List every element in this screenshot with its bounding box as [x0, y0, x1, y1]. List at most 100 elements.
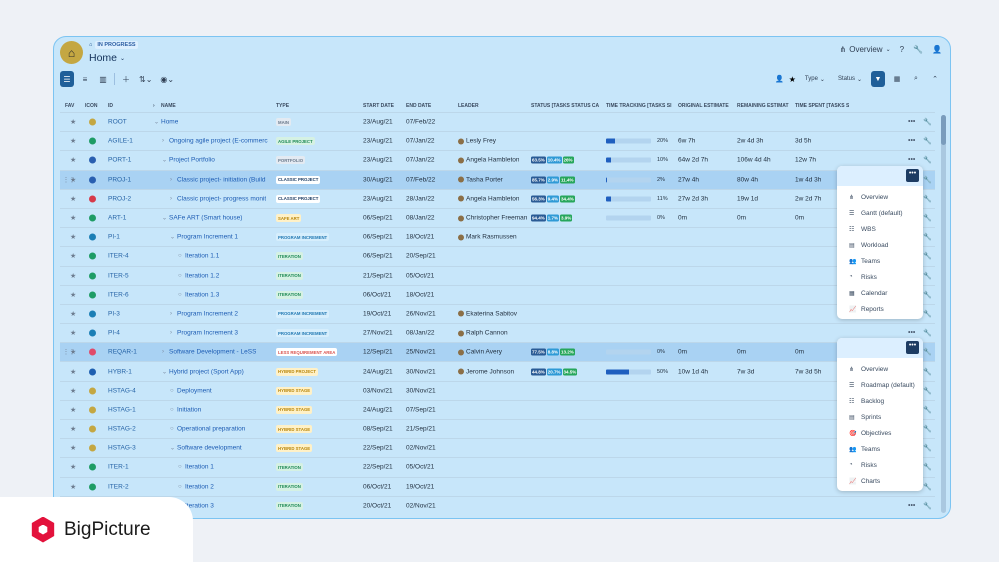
item-id[interactable]: REQAR-1: [108, 348, 137, 356]
chevron-down-icon[interactable]: ⌄: [162, 157, 168, 164]
wrench-icon[interactable]: 🔧: [923, 406, 932, 414]
table-row[interactable]: ⋮⋮ ★ REQAR-1 › Software Development - LeSS LE…: [60, 342, 935, 362]
type-filter[interactable]: Type ⌄: [804, 76, 825, 83]
view-switcher[interactable]: ⋔ Overview ⌄: [840, 45, 891, 54]
chevron-right-icon[interactable]: ›: [170, 195, 172, 202]
drag-handle-icon[interactable]: ⋮⋮: [63, 177, 75, 184]
row-menu-icon[interactable]: •••: [908, 137, 916, 145]
favorite-star-icon[interactable]: ★: [70, 310, 77, 318]
table-row[interactable]: ★ HSTAG-3 ⌄ Software development HYBRID STAG…: [60, 438, 935, 457]
table-row[interactable]: ★ PI-3 › Program Increment 2 PROGRAM INCREME…: [60, 303, 935, 323]
item-name[interactable]: Operational preparation: [177, 425, 246, 433]
col-icon[interactable]: ICON: [85, 103, 98, 109]
wrench-icon[interactable]: 🔧: [923, 119, 932, 127]
wrench-icon[interactable]: 🔧: [923, 138, 932, 146]
start-date[interactable]: 22/Sep/21: [363, 463, 393, 471]
start-date[interactable]: 23/Aug/21: [363, 118, 393, 126]
table-row[interactable]: ★ ROOT ⌄ Home MAIN 23/Aug/21 07/Feb/22 ••• 🔧: [60, 112, 935, 131]
menu-item-hierarchy[interactable]: ⋔ Overview: [837, 361, 923, 377]
chevron-right-icon[interactable]: ›: [170, 330, 172, 337]
col-remaining-estimate[interactable]: REMAINING ESTIMAT: [737, 103, 789, 109]
item-id[interactable]: PROJ-2: [108, 195, 132, 203]
menu-item-backlog[interactable]: ☷ Backlog: [837, 393, 923, 409]
favorite-star-icon[interactable]: ★: [70, 272, 77, 280]
end-date[interactable]: 21/Sep/21: [406, 425, 436, 433]
add-button[interactable]: ＋: [122, 74, 130, 84]
table-row[interactable]: ★ PI-4 › Program Increment 3 PROGRAM INCREME…: [60, 323, 935, 342]
favorite-star-icon[interactable]: ★: [70, 138, 77, 146]
wrench-icon[interactable]: 🔧: [923, 157, 932, 165]
menu-item-wbs[interactable]: ☷ WBS: [837, 221, 923, 237]
item-name[interactable]: Iteration 1.1: [185, 252, 220, 260]
end-date[interactable]: 02/Nov/21: [406, 444, 436, 452]
leader[interactable]: Jerome Johnson: [458, 368, 514, 375]
col-id[interactable]: ID: [108, 103, 113, 109]
wrench-icon[interactable]: 🔧: [923, 272, 932, 280]
item-id[interactable]: AGILE-1: [108, 137, 133, 145]
collapse-button[interactable]: ⌃: [932, 76, 938, 83]
menu-item-teams[interactable]: 👥 Teams: [837, 253, 923, 269]
item-name[interactable]: Iteration 1.3: [185, 291, 220, 299]
menu-item-roadmap[interactable]: ☰ Roadmap (default): [837, 377, 923, 393]
item-id[interactable]: ITER-6: [108, 291, 129, 299]
item-name[interactable]: Classic project- initiation (Build: [177, 176, 266, 184]
start-date[interactable]: 24/Aug/21: [363, 406, 393, 414]
end-date[interactable]: 02/Nov/21: [406, 502, 436, 510]
page-title[interactable]: Home ⌄: [89, 52, 125, 64]
table-row[interactable]: ⋮⋮ ★ PROJ-1 › Classic project- initiation (B…: [60, 169, 935, 189]
status-filter[interactable]: Status ⌄: [837, 76, 862, 83]
end-date[interactable]: 30/Nov/21: [406, 387, 436, 395]
end-date[interactable]: 18/Oct/21: [406, 291, 435, 299]
item-id[interactable]: PI-3: [108, 310, 120, 318]
favorite-star-icon[interactable]: ★: [70, 157, 77, 165]
leader[interactable]: Ekaterina Sabitov: [458, 310, 517, 317]
board-view-button[interactable]: ▥: [99, 74, 107, 84]
table-row[interactable]: ★ ITER-2 ○ Iteration 2 ITERATION 06/Oct/21 19/…: [60, 476, 935, 496]
view-options-button[interactable]: ◉⌄: [160, 74, 175, 84]
col-end[interactable]: END DATE: [406, 103, 432, 109]
menu-item-risks[interactable]: ◔ Risks: [837, 269, 923, 285]
menu-item-calendar[interactable]: ▦ Calendar: [837, 285, 923, 301]
wrench-icon[interactable]: 🔧: [913, 45, 924, 54]
item-name[interactable]: Deployment: [177, 387, 212, 395]
drag-handle-icon[interactable]: ⋮⋮: [63, 349, 75, 356]
start-date[interactable]: 08/Sep/21: [363, 425, 393, 433]
favorite-star-icon[interactable]: ★: [70, 426, 77, 434]
start-date[interactable]: 30/Aug/21: [363, 176, 393, 184]
start-date[interactable]: 03/Nov/21: [363, 387, 393, 395]
start-date[interactable]: 24/Aug/21: [363, 368, 393, 376]
table-row[interactable]: ★ HSTAG-2 ○ Operational preparation HYBRID S…: [60, 419, 935, 438]
item-id[interactable]: HSTAG-4: [108, 387, 136, 395]
item-id[interactable]: PROJ-1: [108, 176, 132, 184]
list-view-button[interactable]: ☰: [60, 71, 74, 87]
chevron-right-icon[interactable]: ›: [162, 349, 164, 356]
wrench-icon[interactable]: 🔧: [923, 349, 932, 357]
wrench-icon[interactable]: 🔧: [923, 445, 932, 453]
start-date[interactable]: 19/Oct/21: [363, 310, 392, 318]
start-date[interactable]: 06/Oct/21: [363, 291, 392, 299]
end-date[interactable]: 30/Nov/21: [406, 368, 436, 376]
end-date[interactable]: 05/Oct/21: [406, 463, 435, 471]
item-id[interactable]: ROOT: [108, 118, 127, 126]
row-menu-icon[interactable]: •••: [908, 156, 916, 164]
home-logo-icon[interactable]: ⌂: [60, 41, 83, 64]
leader[interactable]: Angela Hambleton: [458, 195, 519, 202]
table-row[interactable]: ★ ITER-4 ○ Iteration 1.1 ITERATION 06/Sep/21 2…: [60, 246, 935, 265]
chevron-right-icon[interactable]: ›: [162, 138, 164, 145]
start-date[interactable]: 06/Sep/21: [363, 252, 393, 260]
leader[interactable]: Calvin Avery: [458, 349, 502, 356]
col-time-spent[interactable]: TIME SPENT [TASKS S: [795, 103, 849, 109]
start-date[interactable]: 27/Nov/21: [363, 329, 393, 337]
item-id[interactable]: ITER-2: [108, 483, 129, 491]
table-row[interactable]: ★ HYBR-1 ⌄ Hybrid project (Sport App) HYBRID…: [60, 361, 935, 380]
col-start[interactable]: START DATE: [363, 103, 394, 109]
item-name[interactable]: Ongoing agile project (E-commerc: [169, 137, 268, 145]
item-id[interactable]: ITER-4: [108, 252, 129, 260]
start-date[interactable]: 23/Aug/21: [363, 137, 393, 145]
star-filter-icon[interactable]: ★: [788, 74, 796, 84]
item-name[interactable]: Hybrid project (Sport App): [169, 368, 244, 376]
favorite-star-icon[interactable]: ★: [70, 445, 77, 453]
item-id[interactable]: ART-1: [108, 214, 127, 222]
table-row[interactable]: ★ PORT-1 ⌄ Project Portfolio PORTFOLIO 23/Aug…: [60, 150, 935, 169]
more-options-button[interactable]: •••: [906, 169, 919, 182]
